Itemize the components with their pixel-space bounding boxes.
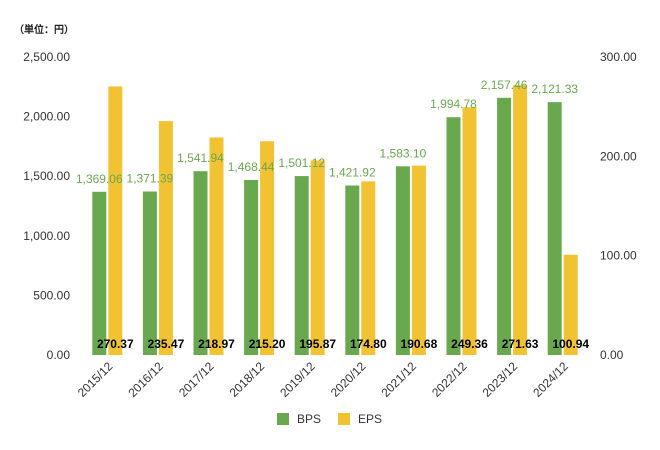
bar-bps	[244, 179, 259, 355]
bar-bps	[395, 166, 410, 355]
left-axis: 0.00 500.00 1,000.00 1,500.00 2,000.00 2,500.…	[23, 50, 70, 362]
bar-bps	[497, 97, 512, 356]
left-tick-label: 1,000.00	[23, 229, 70, 243]
right-tick-label: 200.00	[600, 149, 637, 163]
right-tick-label: 300.00	[600, 50, 637, 64]
x-tick-label: 2021/12	[378, 359, 419, 400]
left-tick-label: 0.00	[47, 348, 71, 362]
x-tick-label: 2019/12	[277, 359, 318, 400]
eps-data-label: 100.94	[552, 337, 589, 351]
bar-bps	[547, 102, 562, 355]
bars	[92, 85, 578, 356]
bar-eps	[361, 181, 376, 355]
right-tick-label: 100.00	[600, 249, 637, 263]
bps-data-label: 1,994.78	[430, 97, 477, 111]
bps-data-label: 2,157.46	[481, 78, 528, 92]
bps-data-label: 1,369.06	[76, 172, 123, 186]
bar-bps	[294, 176, 309, 355]
left-tick-label: 1,500.00	[23, 169, 70, 183]
left-tick-label: 500.00	[33, 288, 70, 302]
bar-eps	[513, 85, 528, 355]
bps-data-label: 1,583.10	[380, 146, 427, 160]
bar-eps	[563, 254, 578, 355]
bar-eps	[260, 141, 275, 355]
bps-data-label: 1,468.44	[228, 160, 275, 174]
bar-bps	[142, 191, 157, 355]
x-axis: 2015/12 2016/12 2017/12 2018/12 2019/12 2020/…	[75, 359, 571, 400]
bar-eps	[310, 160, 325, 355]
x-tick-label: 2016/12	[125, 359, 166, 400]
eps-data-label: 271.63	[502, 337, 539, 351]
right-axis: 0.00 100.00 200.00 300.00	[600, 50, 637, 362]
bar-eps	[411, 165, 426, 355]
x-tick-label: 2022/12	[429, 359, 470, 400]
x-tick-label: 2024/12	[530, 359, 571, 400]
eps-data-label: 270.37	[97, 337, 134, 351]
x-tick-label: 2017/12	[176, 359, 217, 400]
bps-data-label: 1,421.92	[329, 166, 376, 180]
x-tick-label: 2023/12	[480, 359, 521, 400]
bar-eps	[209, 137, 224, 355]
legend-swatch-bps	[277, 413, 289, 425]
eps-data-label: 174.80	[350, 337, 387, 351]
bar-eps	[462, 107, 477, 355]
left-tick-label: 2,500.00	[23, 50, 70, 64]
eps-data-label: 190.68	[401, 337, 438, 351]
x-tick-label: 2018/12	[227, 359, 268, 400]
bar-bps	[345, 185, 360, 355]
eps-data-label: 195.87	[299, 337, 336, 351]
bps-data-label: 2,121.33	[531, 82, 578, 96]
legend: BPS EPS	[277, 412, 382, 426]
legend-swatch-eps	[338, 413, 350, 425]
bar-eps	[158, 121, 173, 356]
right-tick-label: 0.00	[600, 348, 624, 362]
x-tick-label: 2015/12	[75, 359, 116, 400]
data-labels: 1,369.06 270.37 1,371.39 235.47 1,541.94 218.…	[76, 78, 589, 351]
x-tick-label: 2020/12	[328, 359, 369, 400]
eps-data-label: 215.20	[249, 337, 286, 351]
unit-label: （単位：円）	[14, 23, 74, 36]
bar-bps	[92, 191, 107, 355]
legend-label-eps: EPS	[358, 412, 382, 426]
bps-data-label: 1,501.12	[278, 156, 325, 170]
bps-data-label: 1,371.39	[127, 172, 174, 186]
eps-data-label: 218.97	[198, 337, 235, 351]
bar-bps	[193, 171, 208, 355]
eps-data-label: 235.47	[148, 337, 185, 351]
left-tick-label: 2,000.00	[23, 110, 70, 124]
legend-label-bps: BPS	[297, 412, 321, 426]
bps-data-label: 1,541.94	[177, 151, 224, 165]
bar-eps	[108, 86, 123, 355]
eps-data-label: 249.36	[451, 337, 488, 351]
bar-bps	[446, 117, 461, 355]
